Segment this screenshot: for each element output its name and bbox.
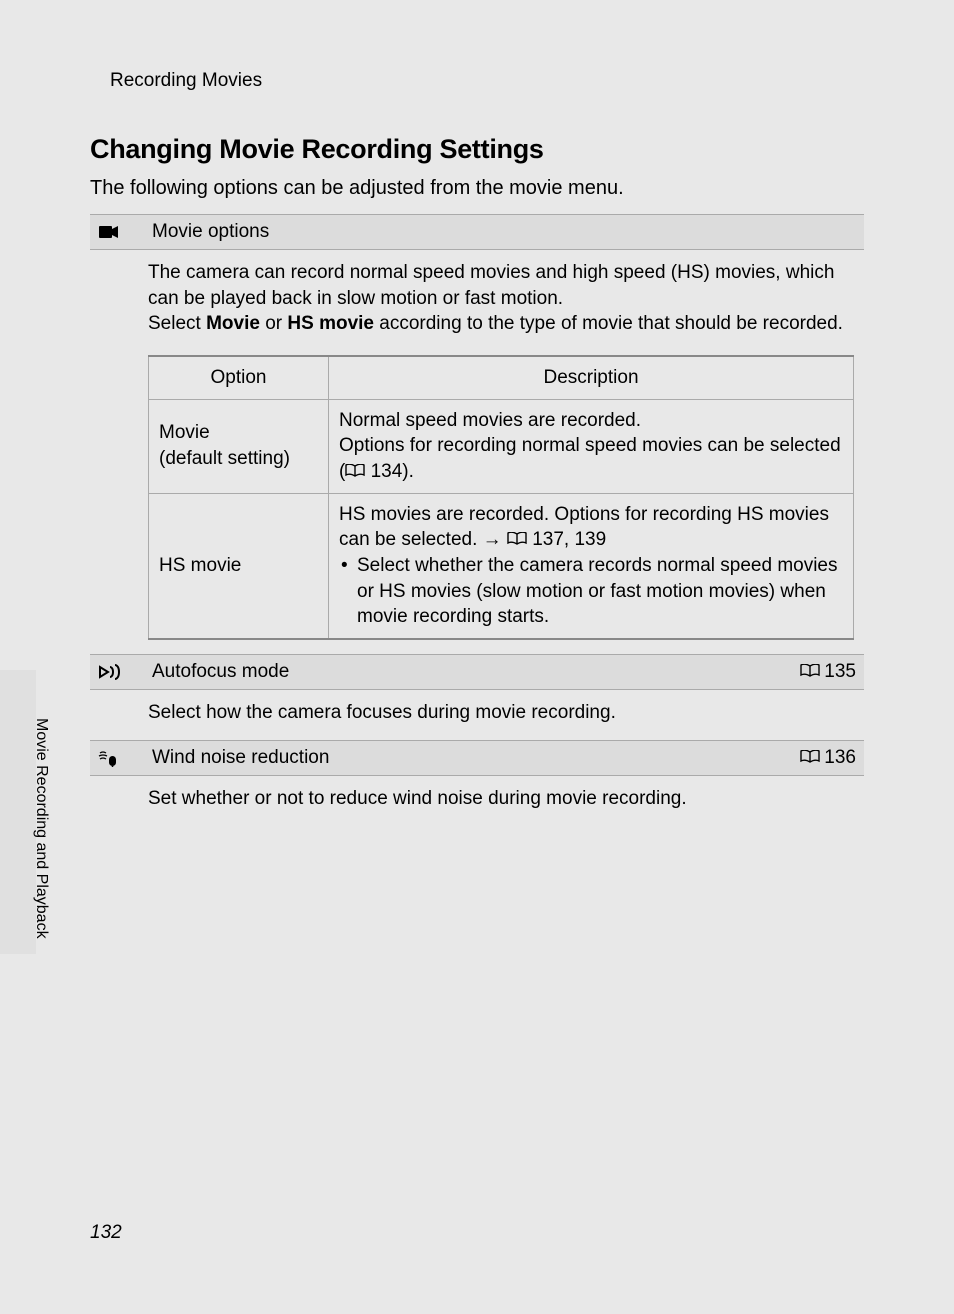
pageref-wind: 136 bbox=[800, 747, 856, 769]
section-label-movie-options: Movie options bbox=[152, 221, 269, 243]
side-tab-label: Movie Recording and Playback bbox=[32, 718, 50, 939]
table-bullet: Select whether the camera records normal… bbox=[339, 553, 843, 630]
section-label-autofocus: Autofocus mode bbox=[152, 661, 289, 683]
wind-icon bbox=[98, 749, 120, 767]
breadcrumb: Recording Movies bbox=[110, 70, 864, 92]
book-icon bbox=[345, 459, 365, 485]
book-icon bbox=[800, 747, 820, 769]
table-cell-option: Movie (default setting) bbox=[149, 399, 329, 493]
page-number: 132 bbox=[90, 1222, 122, 1244]
table-cell-description: HS movies are recorded. Options for reco… bbox=[329, 493, 854, 639]
movie-options-table: Option Description Movie (default settin… bbox=[148, 355, 854, 640]
table-header-row: Option Description bbox=[149, 356, 854, 399]
book-icon bbox=[800, 661, 820, 683]
side-tab bbox=[0, 670, 36, 954]
page-title: Changing Movie Recording Settings bbox=[90, 134, 864, 165]
table-row: Movie (default setting) Normal speed mov… bbox=[149, 399, 854, 493]
movie-camera-icon bbox=[98, 224, 120, 240]
section-body-wind: Set whether or not to reduce wind noise … bbox=[90, 776, 864, 826]
table-col-option: Option bbox=[149, 356, 329, 399]
table-col-description: Description bbox=[329, 356, 854, 399]
table-row: HS movie HS movies are recorded. Options… bbox=[149, 493, 854, 639]
table-cell-option: HS movie bbox=[149, 493, 329, 639]
book-icon bbox=[507, 527, 527, 553]
section-header-autofocus: Autofocus mode 135 bbox=[90, 654, 864, 690]
table-cell-description: Normal speed movies are recorded. Option… bbox=[329, 399, 854, 493]
section-header-movie-options: Movie options bbox=[90, 214, 864, 250]
intro-text: The following options can be adjusted fr… bbox=[90, 177, 864, 200]
section-label-wind: Wind noise reduction bbox=[152, 747, 329, 769]
movie-options-desc-2: Select Movie or HS movie according to th… bbox=[148, 311, 854, 337]
autofocus-icon bbox=[98, 664, 120, 680]
section-body-autofocus: Select how the camera focuses during mov… bbox=[90, 690, 864, 740]
section-body-movie-options: The camera can record normal speed movie… bbox=[90, 250, 864, 654]
movie-options-desc-1: The camera can record normal speed movie… bbox=[148, 260, 854, 311]
pageref-autofocus: 135 bbox=[800, 661, 856, 683]
section-header-wind: Wind noise reduction 136 bbox=[90, 740, 864, 776]
